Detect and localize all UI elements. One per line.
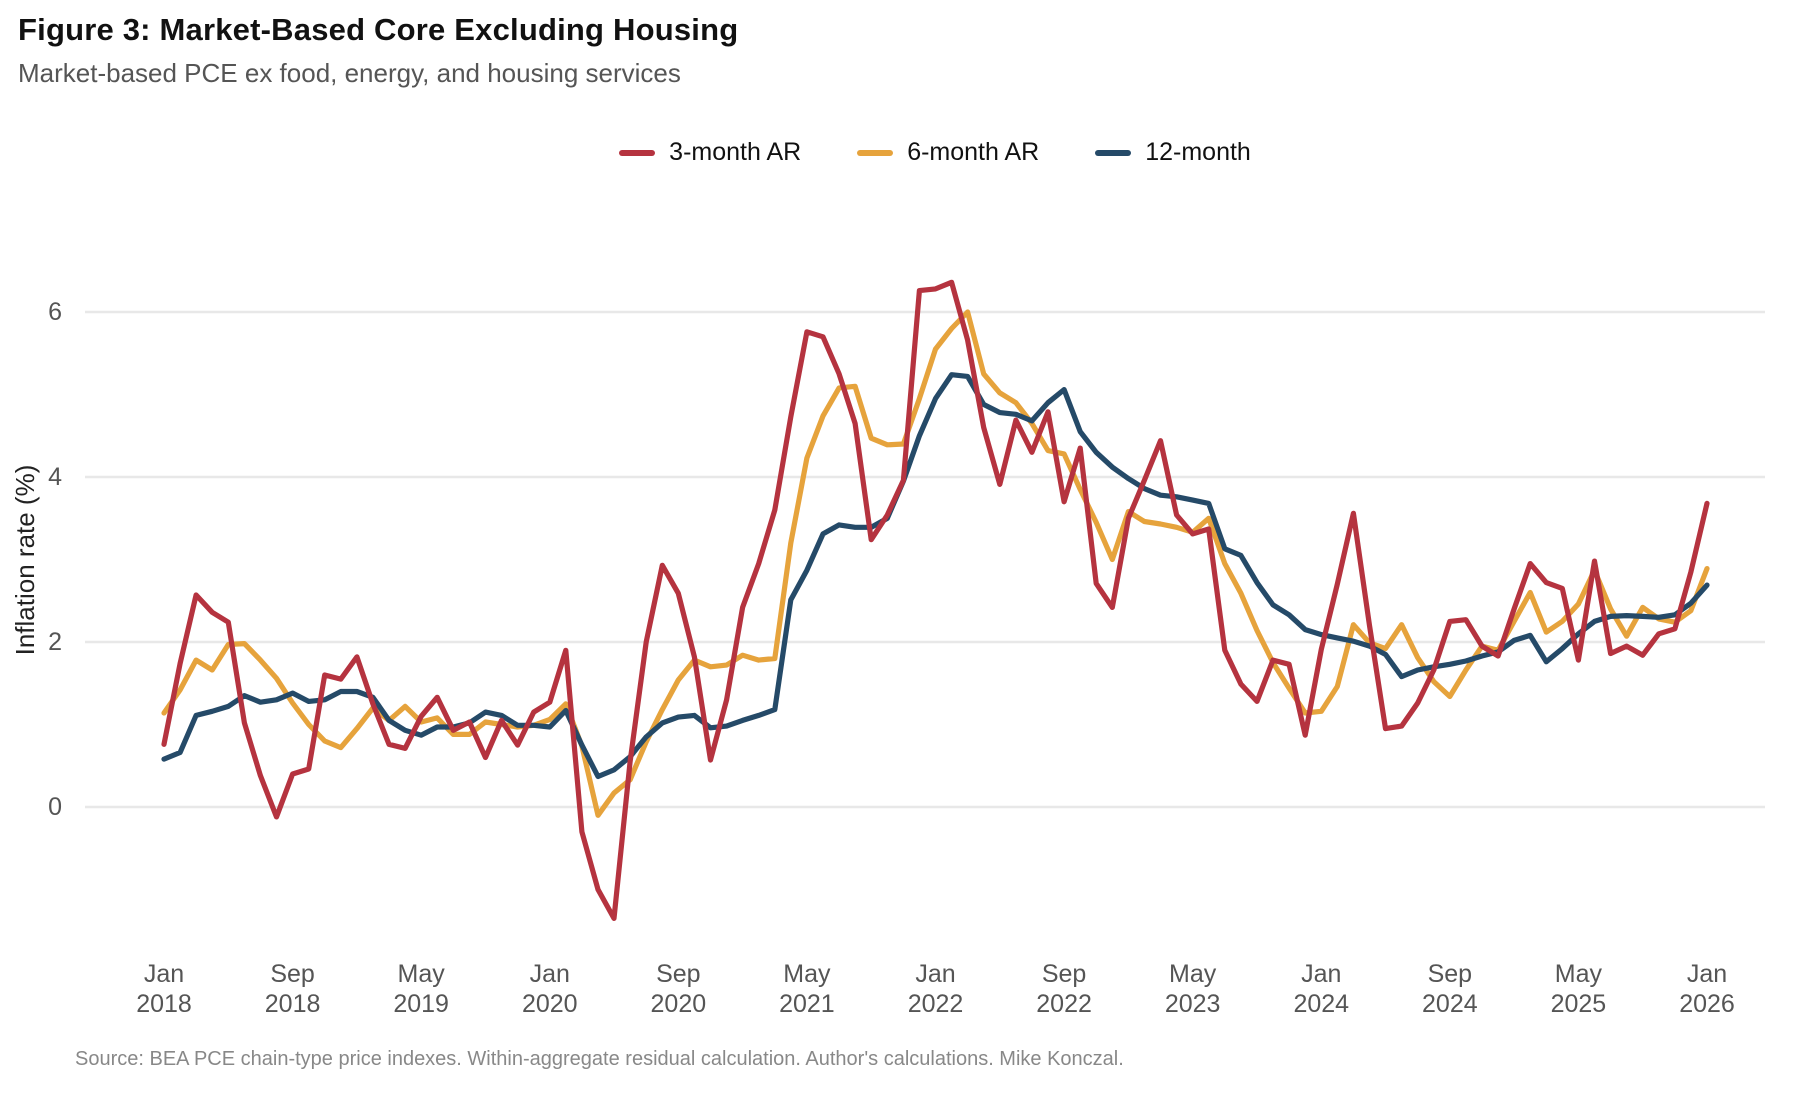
page-title: Figure 3: Market-Based Core Excluding Ho…: [18, 12, 739, 47]
legend-item-3-month-ar: 3-month AR: [619, 138, 801, 167]
y-tick-label: 6: [48, 298, 62, 326]
legend-item-6-month-ar: 6-month AR: [857, 138, 1039, 167]
y-tick-label: 4: [48, 463, 62, 491]
legend-label: 6-month AR: [907, 138, 1040, 166]
legend-swatch-red-line-icon: [619, 149, 656, 156]
legend-item-12-month: 12-month: [1095, 138, 1251, 167]
chart-legend: 3-month AR 6-month AR 12-month: [0, 138, 1800, 167]
series-line-3-month-ar: [161, 279, 1710, 922]
x-tick-label: Jan 2020: [522, 960, 578, 1018]
series-line-6-month-ar: [161, 309, 1710, 818]
x-tick-label: Sep 2024: [1422, 960, 1478, 1018]
x-tick-label: Jan 2022: [908, 960, 964, 1018]
legend-swatch-orange-line-icon: [857, 149, 894, 156]
legend-label: 12-month: [1145, 138, 1251, 166]
y-tick-label: 0: [48, 793, 62, 821]
page-subtitle: Market-based PCE ex food, energy, and ho…: [18, 58, 681, 88]
x-tick-label: Jan 2026: [1679, 960, 1735, 1018]
x-tick-label: Sep 2020: [651, 960, 707, 1018]
x-tick-label: Jan 2024: [1293, 960, 1349, 1018]
y-axis-tick-labels: 0 2 4 6: [48, 298, 62, 821]
x-tick-label: May 2019: [393, 960, 449, 1018]
series-line-12-month: [161, 372, 1710, 780]
x-axis-tick-labels: Jan 2018 Sep 2018 May 2019 Jan 2020 Sep 2020 May 20…: [136, 960, 1735, 1018]
x-tick-label: May 2023: [1165, 960, 1221, 1018]
x-tick-label: May 2025: [1551, 960, 1607, 1018]
y-tick-label: 2: [48, 628, 62, 656]
legend-swatch-navy-line-icon: [1095, 149, 1132, 156]
gridlines: [85, 310, 1765, 809]
x-tick-label: May 2021: [779, 960, 835, 1018]
x-tick-label: Sep 2018: [265, 960, 321, 1018]
source-note: Source: BEA PCE chain-type price indexes…: [75, 1048, 1124, 1070]
x-tick-label: Jan 2018: [136, 960, 192, 1018]
x-tick-label: Sep 2022: [1036, 960, 1092, 1018]
legend-label: 3-month AR: [669, 138, 802, 166]
y-axis-title: Inflation rate (%): [10, 465, 40, 656]
